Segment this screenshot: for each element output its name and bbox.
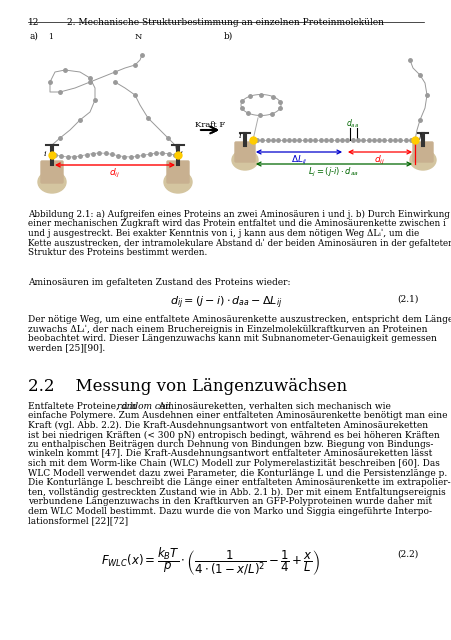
Text: (2.2): (2.2): [397, 550, 418, 559]
Text: und j ausgestreckt. Bei exakter Kenntnis von i, j kann aus dem nötigen Weg ΔLᵢˈ,: und j ausgestreckt. Bei exakter Kenntnis…: [28, 229, 419, 238]
Text: werden [25][90].: werden [25][90].: [28, 344, 105, 353]
Ellipse shape: [409, 150, 435, 170]
Text: dem WLC Modell bestimmt. Dazu wurde die von Marko und Siggia eingeführte Interpo: dem WLC Modell bestimmt. Dazu wurde die …: [28, 506, 431, 515]
Text: i: i: [44, 150, 46, 158]
FancyBboxPatch shape: [235, 142, 254, 162]
Text: ist bei niedrigen Kräften (< 300 pN) entropisch bedingt, während es bei höheren : ist bei niedrigen Kräften (< 300 pN) ent…: [28, 431, 439, 440]
Text: $\Delta L_{ij}$: $\Delta L_{ij}$: [290, 154, 307, 167]
Text: $d_{ij}$: $d_{ij}$: [109, 167, 120, 180]
Text: ten, vollständig gestreckten Zustand wie in Abb. 2.1 b). Der mit einem Entfaltun: ten, vollständig gestreckten Zustand wie…: [28, 488, 445, 497]
Text: (2.1): (2.1): [397, 295, 418, 304]
Text: Abbildung 2.1: a) Aufgreifen eines Proteins an zwei Aminosäuren i und j. b) Durc: Abbildung 2.1: a) Aufgreifen eines Prote…: [28, 210, 449, 219]
Text: i: i: [239, 132, 241, 140]
Text: Aminosäuren im gefalteten Zustand des Proteins wieder:: Aminosäuren im gefalteten Zustand des Pr…: [28, 278, 290, 287]
Text: 1: 1: [48, 33, 53, 41]
Text: zu enthalpischen Beiträgen durch Dehnung von Bindungen bzw. Biegung von Bindungs: zu enthalpischen Beiträgen durch Dehnung…: [28, 440, 433, 449]
Text: WLC Modell verwendet dazu zwei Parameter, die Konturlänge L und die Persistenzlä: WLC Modell verwendet dazu zwei Parameter…: [28, 468, 446, 477]
Text: $d_{aa}$: $d_{aa}$: [346, 118, 359, 131]
Text: 2.2    Messung von Längenzuwächsen: 2.2 Messung von Längenzuwächsen: [28, 378, 346, 395]
Text: zuwachs ΔLᵢˈ, der nach einem Bruchereignis in Einzelmolekülkraftkurven an Protei: zuwachs ΔLᵢˈ, der nach einem Bruchereign…: [28, 324, 427, 333]
Text: $d_{ij} = (j - i) \cdot d_{aa} - \Delta L_{ij}$: $d_{ij} = (j - i) \cdot d_{aa} - \Delta …: [170, 295, 281, 312]
Text: winkeln kommt [47]. Die Kraft-Ausdehnungsantwort entfalteter Aminosäureketten lä: winkeln kommt [47]. Die Kraft-Ausdehnung…: [28, 449, 432, 458]
Ellipse shape: [231, 150, 258, 170]
Text: Kraft (vgl. Abb. 2.2). Die Kraft-Ausdehnungsantwort von entfalteten Aminosäureke: Kraft (vgl. Abb. 2.2). Die Kraft-Ausdehn…: [28, 421, 427, 430]
Text: a): a): [30, 32, 39, 41]
FancyBboxPatch shape: [41, 161, 63, 183]
Text: b): b): [224, 32, 233, 41]
Text: einfache Polymere. Zum Ausdehnen einer entfalteten Aminosäurenkette benötigt man: einfache Polymere. Zum Ausdehnen einer e…: [28, 412, 446, 420]
Text: Struktur des Proteins bestimmt werden.: Struktur des Proteins bestimmt werden.: [28, 248, 207, 257]
Text: sich mit dem Worm-like Chain (WLC) Modell zur Polymerelastizität beschreiben [60: sich mit dem Worm-like Chain (WLC) Model…: [28, 459, 439, 468]
Text: $d_{ij}$: $d_{ij}$: [373, 154, 385, 167]
Text: lationsformel [22][72]: lationsformel [22][72]: [28, 516, 128, 525]
Text: 2. Mechanische Strukturbestimmung an einzelnen Proteinmolekülen: 2. Mechanische Strukturbestimmung an ein…: [67, 18, 384, 27]
Text: j: j: [418, 132, 421, 140]
Text: $L_j=(j\text{-}i)\cdot d_{aa}$: $L_j=(j\text{-}i)\cdot d_{aa}$: [308, 166, 359, 179]
Text: 12: 12: [28, 18, 39, 27]
Text: N: N: [135, 33, 142, 41]
Ellipse shape: [164, 171, 192, 193]
Text: random coil: random coil: [116, 402, 170, 411]
Text: $F_{WLC}(x) = \dfrac{k_B T}{p} \cdot \left( \dfrac{1}{4 \cdot (1-x/L)^2} - \dfra: $F_{WLC}(x) = \dfrac{k_B T}{p} \cdot \le…: [100, 545, 319, 578]
Text: Die Konturlänge L beschreibt die Länge einer entfalteten Aminosäurenkette im ext: Die Konturlänge L beschreibt die Länge e…: [28, 478, 450, 487]
Text: j: j: [179, 150, 182, 158]
Text: Der nötige Weg, um eine entfaltete Aminosäurenkette auszustrecken, entspricht de: Der nötige Weg, um eine entfaltete Amino…: [28, 315, 451, 324]
Text: verbundene Längenzuwachs in den Kraftkurven an GFP-Polyproteinen wurde daher mit: verbundene Längenzuwachs in den Kraftkur…: [28, 497, 431, 506]
Text: Kraft F: Kraft F: [194, 121, 225, 129]
Text: einer mechanischen Zugkraft wird das Protein entfaltet und die Aminosäurenkette : einer mechanischen Zugkraft wird das Pro…: [28, 220, 445, 228]
Text: Aminosäureketten, verhalten sich mechanisch wie: Aminosäureketten, verhalten sich mechani…: [156, 402, 390, 411]
Text: Kette auszustrecken, der intramolekulare Abstand dᵢˈ der beiden Aminosäuren in d: Kette auszustrecken, der intramolekulare…: [28, 239, 451, 248]
FancyBboxPatch shape: [412, 142, 432, 162]
Text: Entfaltete Proteine, d.h: Entfaltete Proteine, d.h: [28, 402, 139, 411]
FancyBboxPatch shape: [166, 161, 189, 183]
Ellipse shape: [38, 171, 66, 193]
Text: beobachtet wird. Dieser Längenzuwachs kann mit Subnanometer-Genauigkeit gemessen: beobachtet wird. Dieser Längenzuwachs ka…: [28, 334, 436, 343]
